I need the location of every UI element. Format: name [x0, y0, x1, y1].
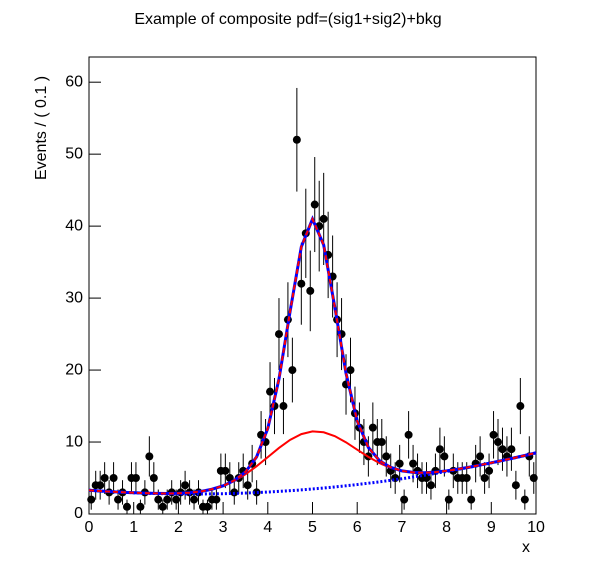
data-point [498, 445, 507, 454]
data-point [163, 495, 172, 504]
data-point [507, 445, 516, 454]
data-point [190, 495, 199, 504]
x-tick-label: 4 [263, 519, 272, 536]
data-point [310, 200, 319, 209]
y-tick-label: 50 [65, 145, 83, 162]
data-point [444, 495, 453, 504]
data-point [382, 452, 391, 461]
data-point [520, 495, 529, 504]
data-point [221, 466, 230, 475]
x-tick-label: 0 [85, 519, 94, 536]
data-point [462, 474, 471, 483]
data-point [377, 438, 386, 447]
data-point [252, 488, 261, 497]
data-point [426, 481, 435, 490]
data-point [266, 387, 275, 396]
x-tick-label: 7 [397, 519, 406, 536]
x-tick-label: 5 [308, 519, 317, 536]
data-point [404, 430, 413, 439]
data-point [279, 402, 288, 411]
data-point [489, 430, 498, 439]
data-point [109, 474, 118, 483]
data-point [368, 423, 377, 432]
curve [88, 216, 537, 495]
data-point [149, 474, 158, 483]
data-point [306, 286, 315, 295]
data-point [516, 402, 525, 411]
data-point [243, 481, 252, 490]
data-point [440, 452, 449, 461]
data-point [96, 481, 105, 490]
data-point [212, 495, 221, 504]
data-point [288, 366, 297, 375]
x-axis-label: x [522, 539, 530, 556]
y-tick-label: 40 [65, 217, 83, 234]
data-point [319, 214, 328, 223]
y-axis-label: Events / ( 0.1 ) [33, 76, 50, 180]
data-point [297, 279, 306, 288]
data-point [467, 495, 476, 504]
y-tick-label: 60 [65, 73, 83, 90]
data-point [400, 495, 409, 504]
data-point [100, 474, 109, 483]
data-point [292, 135, 301, 144]
data-point [476, 452, 485, 461]
data-point [154, 495, 163, 504]
x-tick-label: 9 [487, 519, 496, 536]
data-point [87, 495, 96, 504]
data-point [181, 481, 190, 490]
x-tick-label: 1 [129, 519, 138, 536]
y-tick-label: 0 [74, 505, 83, 522]
data-point [511, 481, 520, 490]
data-point [435, 445, 444, 454]
data-point [114, 495, 123, 504]
y-tick-label: 20 [65, 361, 83, 378]
y-tick-label: 30 [65, 289, 83, 306]
data-point [395, 459, 404, 468]
x-tick-label: 8 [442, 519, 451, 536]
data-point [529, 474, 538, 483]
data-point [136, 502, 145, 511]
data-point [494, 438, 503, 447]
data-point [409, 459, 418, 468]
data-point [480, 474, 489, 483]
data-point [145, 452, 154, 461]
x-tick-label: 3 [219, 519, 228, 536]
data-point [172, 495, 181, 504]
data-point [346, 366, 355, 375]
data-point [203, 502, 212, 511]
data-point [131, 474, 140, 483]
x-tick-label: 2 [174, 519, 183, 536]
x-tick-label: 6 [353, 519, 362, 536]
x-tick-label: 10 [527, 519, 545, 536]
data-point [485, 466, 494, 475]
data-point [158, 502, 167, 511]
y-tick-label: 10 [65, 433, 83, 450]
data-point [274, 330, 283, 339]
data-point [122, 502, 131, 511]
chart-title: Example of composite pdf=(sig1+sig2)+bkg [134, 11, 441, 28]
